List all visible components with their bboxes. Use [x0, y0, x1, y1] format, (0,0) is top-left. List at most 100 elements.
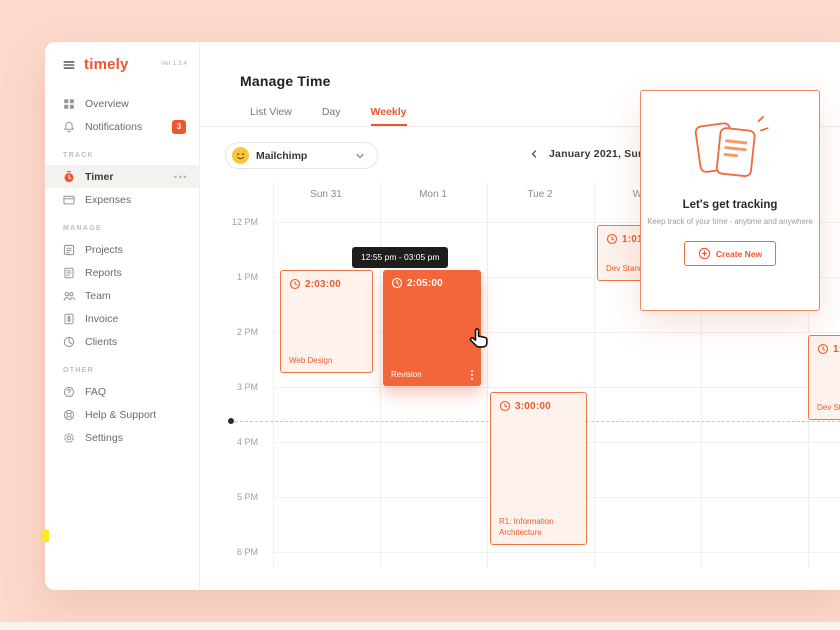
time-label: 12 PM: [231, 217, 258, 227]
event-duration: 2:05:00: [407, 277, 443, 289]
event-web-design[interactable]: 2:03:00 Web Design: [280, 270, 373, 373]
sidebar-item-label: Overview: [85, 97, 129, 110]
event-duration: 1:01:3: [622, 233, 653, 245]
grid-line: [487, 183, 488, 568]
event-dev-stand-2[interactable]: 1:3 Dev Sta: [808, 335, 840, 420]
projects-icon: [63, 244, 75, 255]
event-project-label: R1: Information Architecture: [499, 517, 554, 537]
yellow-marker: [41, 530, 49, 542]
team-icon: [63, 291, 76, 301]
grid-line: [380, 183, 381, 568]
event-duration-row: 1:3: [809, 336, 840, 355]
event-duration: 3:00:00: [515, 400, 551, 412]
sidebar-section-other: OTHER: [63, 367, 94, 374]
card-icon: [63, 195, 75, 204]
sidebar-item-reports[interactable]: Reports: [45, 261, 199, 284]
question-icon: [63, 386, 75, 397]
grid-line: [273, 277, 840, 278]
reports-icon: [64, 267, 74, 278]
tab-day[interactable]: Day: [321, 105, 341, 118]
current-time-dot: [228, 418, 234, 424]
tab-weekly[interactable]: Weekly: [370, 99, 407, 126]
grid-line: [273, 387, 840, 388]
tab-list-view[interactable]: List View: [250, 105, 292, 118]
view-tabs: List View Day Weekly: [200, 99, 840, 127]
sidebar-item-invoice[interactable]: Invoice: [45, 307, 199, 330]
sidebar-item-faq[interactable]: FAQ: [45, 380, 199, 403]
sidebar-item-label: Projects: [85, 243, 123, 256]
event-project-label: Revision: [391, 369, 422, 379]
sidebar-item-label: Clients: [85, 335, 118, 348]
time-label: 1 PM: [236, 272, 258, 282]
create-new-label: Create New: [715, 248, 763, 259]
card-title: Let's get tracking: [682, 199, 778, 211]
time-range-tooltip: 12:55 pm - 03:05 pm: [352, 247, 449, 268]
grid-line: [594, 183, 595, 568]
event-project-label: Web Design: [289, 355, 333, 365]
day-header: Tue 2: [527, 189, 553, 200]
day-header: Sun 31: [310, 189, 342, 200]
event-duration: 1:3: [833, 343, 840, 355]
project-selector-label: Mailchimp: [256, 149, 308, 162]
create-new-button[interactable]: Create New: [683, 241, 777, 266]
event-duration-row: 2:03:00: [281, 271, 372, 290]
date-range-label: January 2021, Sun: [549, 148, 645, 160]
get-tracking-card: Let's get tracking Keep track of your ti…: [640, 90, 820, 311]
sidebar-item-label: FAQ: [85, 385, 107, 398]
time-label: 6 PM: [236, 547, 258, 557]
app-version: Ver 1.3.4: [160, 60, 187, 67]
event-project-label: Dev Sta: [817, 402, 840, 412]
sidebar-item-label: Team: [85, 289, 111, 302]
sidebar-item-label: Invoice: [85, 312, 119, 325]
sidebar: timely Ver 1.3.4 Overview Notifications …: [45, 42, 200, 590]
time-label: 5 PM: [236, 492, 258, 502]
invoice-icon: [64, 313, 74, 324]
grid-line: [273, 183, 274, 568]
grid-line: [273, 222, 840, 223]
sidebar-item-timer[interactable]: Timer •••: [45, 165, 199, 188]
sidebar-nav: Overview Notifications 3 TRACK Timer •••…: [45, 92, 199, 426]
clock-icon: [499, 400, 511, 412]
time-label: 2 PM: [236, 327, 258, 337]
event-information-architecture[interactable]: 3:00:00 R1: Information Architecture: [490, 392, 587, 545]
chevron-down-icon: [356, 153, 364, 158]
sidebar-item-label: Notifications: [85, 120, 143, 133]
sidebar-item-label: Reports: [85, 266, 122, 279]
notes-illustration: [694, 115, 769, 178]
gear-icon: [64, 432, 74, 443]
sidebar-item-overview[interactable]: Overview: [45, 92, 199, 115]
sidebar-section-track: TRACK: [63, 152, 94, 159]
time-label: 4 PM: [236, 437, 258, 447]
sidebar-item-projects[interactable]: Projects: [45, 238, 199, 261]
sidebar-item-settings[interactable]: Settings: [45, 426, 199, 449]
sidebar-item-label: Timer: [85, 170, 114, 183]
clock-icon: [817, 343, 829, 355]
sidebar-item-team[interactable]: Team: [45, 284, 199, 307]
sidebar-section-manage: MANAGE: [63, 225, 102, 232]
lifebuoy-icon: [63, 409, 75, 420]
kebab-menu-icon[interactable]: [468, 369, 476, 381]
chevron-left-icon[interactable]: [528, 148, 540, 160]
sidebar-item-notifications[interactable]: Notifications 3: [45, 115, 199, 138]
timer-options-button[interactable]: •••: [174, 171, 188, 182]
grid-icon: [64, 98, 74, 109]
event-revision[interactable]: 2:05:00 Revision: [383, 270, 481, 386]
event-duration-row: 1:01:3: [598, 226, 693, 245]
sidebar-item-help[interactable]: Help & Support: [45, 403, 199, 426]
clock-icon: [289, 278, 301, 290]
sidebar-item-clients[interactable]: Clients: [45, 330, 199, 353]
grid-line: [273, 552, 840, 553]
time-label: 3 PM: [236, 382, 258, 392]
menu-icon[interactable]: [62, 58, 76, 72]
notifications-badge: 3: [172, 119, 186, 134]
day-header: Mon 1: [419, 189, 447, 200]
sidebar-item-label: Settings: [85, 431, 123, 444]
sidebar-item-expenses[interactable]: Expenses: [45, 188, 199, 211]
event-duration-row: 2:05:00: [383, 270, 481, 289]
card-subtitle: Keep track of your time - anytime and an…: [647, 217, 813, 226]
grid-line: [273, 332, 840, 333]
project-selector[interactable]: Mailchimp: [225, 142, 378, 169]
date-navigation: January 2021, Sun: [528, 148, 645, 160]
clock-icon: [606, 233, 618, 245]
